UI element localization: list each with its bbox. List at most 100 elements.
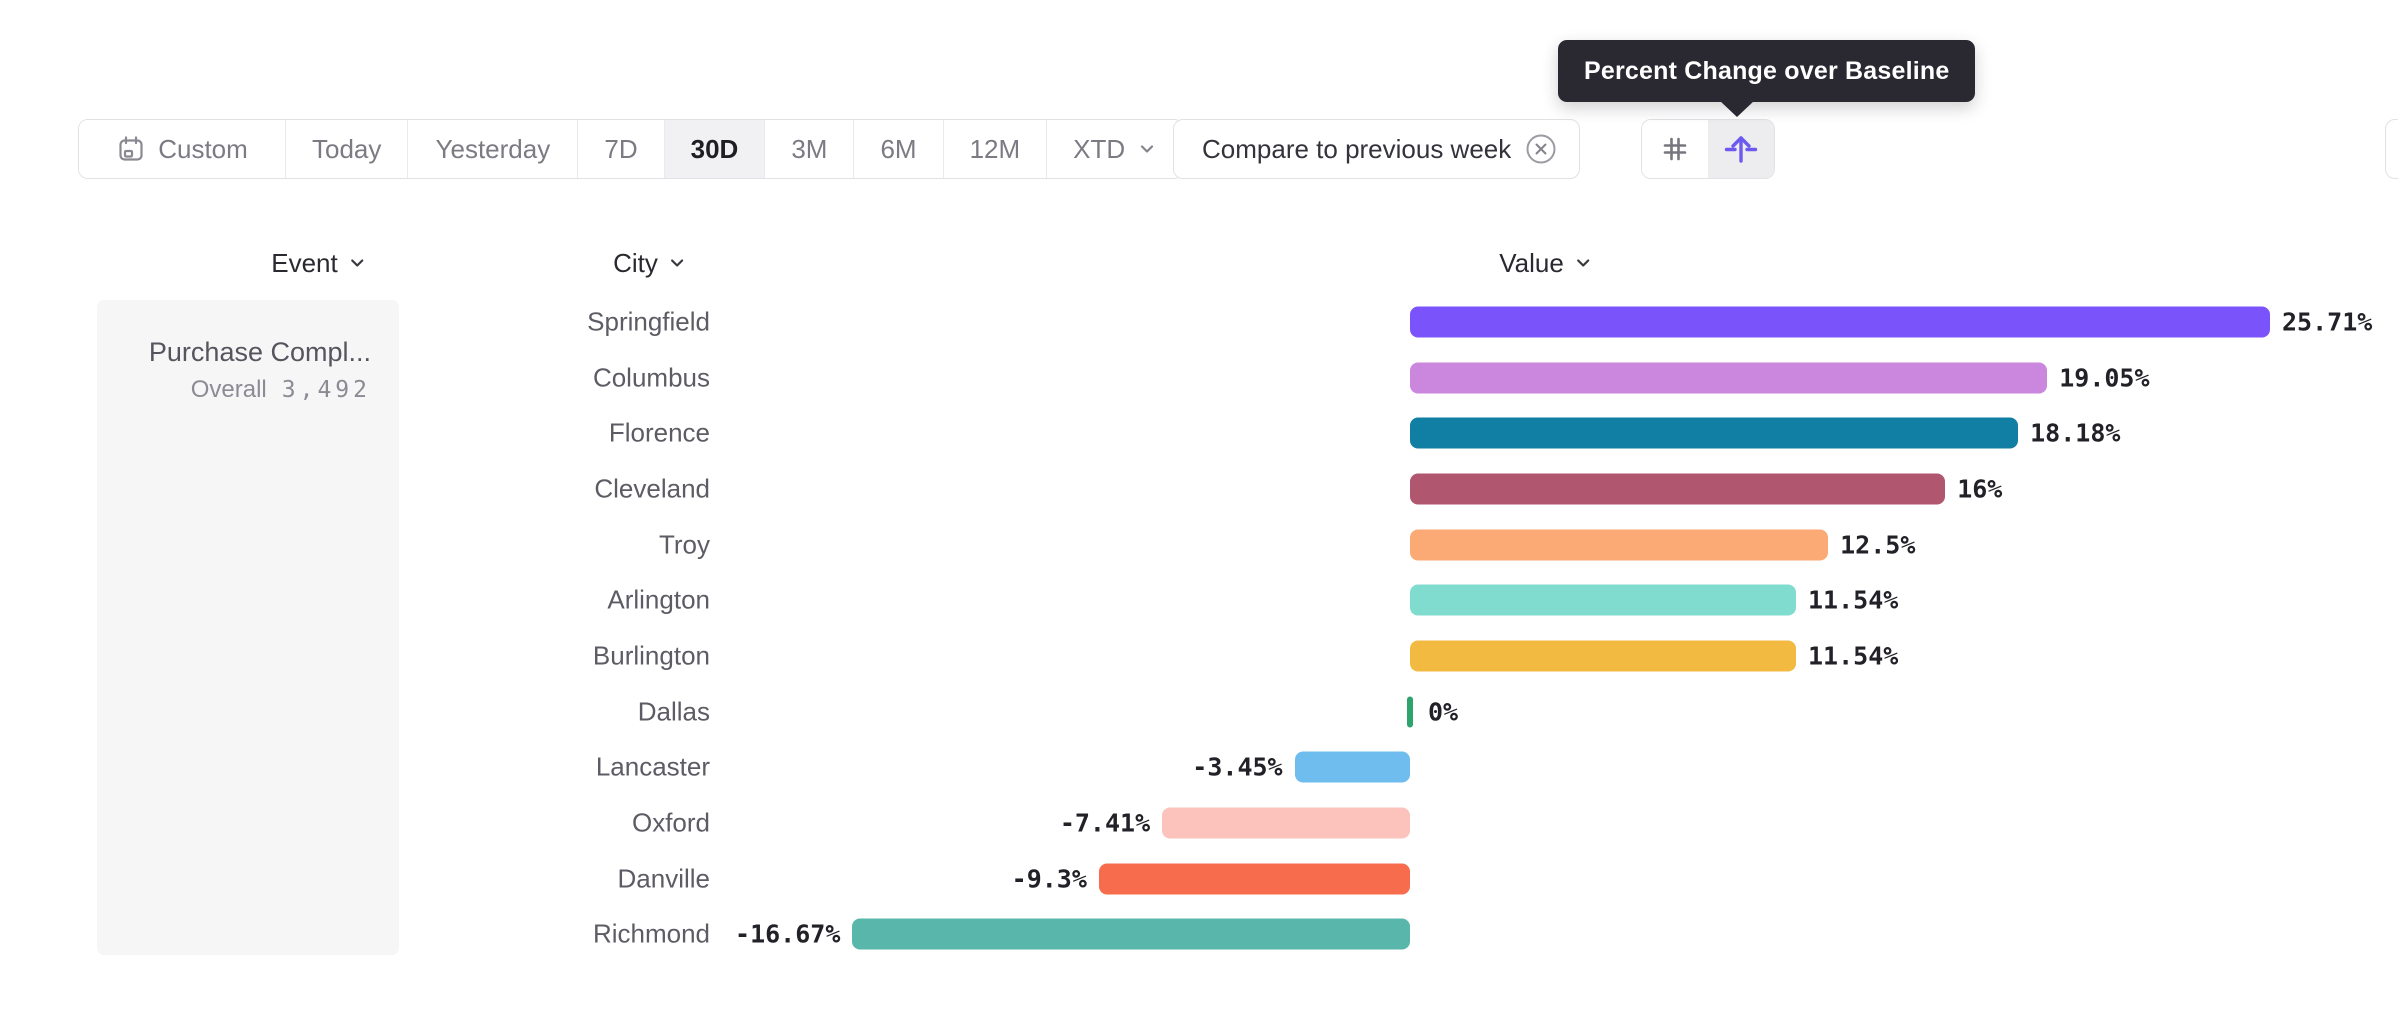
city-label: Columbus bbox=[592, 362, 710, 393]
date-range-30d[interactable]: 30D bbox=[664, 120, 766, 178]
city-label: Dallas bbox=[637, 696, 710, 727]
value-label: -9.3% bbox=[1011, 864, 1087, 894]
bar-zone: -9.3% bbox=[710, 851, 2398, 907]
date-range-xtd[interactable]: XTD bbox=[1047, 120, 1184, 178]
bar-zone: -7.41% bbox=[710, 795, 2398, 851]
bar-zone: 18.18% bbox=[710, 405, 2398, 461]
date-range-label: Today bbox=[312, 133, 382, 164]
value-label: 11.54% bbox=[1808, 641, 1899, 671]
value-label: -7.41% bbox=[1059, 808, 1151, 838]
date-range-label: 7D bbox=[604, 133, 638, 164]
city-label: Richmond bbox=[592, 918, 710, 949]
city-label: Arlington bbox=[607, 584, 710, 615]
value-bar[interactable] bbox=[1410, 362, 2048, 394]
value-label: 19.05% bbox=[2059, 363, 2150, 393]
bar-zone: 11.54% bbox=[710, 572, 2398, 628]
chart-row: Cleveland 16% bbox=[0, 461, 2398, 517]
close-circle-icon[interactable] bbox=[1525, 133, 1557, 165]
value-bar[interactable] bbox=[1294, 751, 1410, 783]
value-label: 12.5% bbox=[1840, 530, 1916, 560]
bar-zone: 11.54% bbox=[710, 628, 2398, 684]
value-header-label: Value bbox=[1499, 247, 1564, 278]
bar-zone: 16% bbox=[710, 461, 2398, 517]
city-label: Florence bbox=[608, 417, 710, 448]
chart-row: Lancaster -3.45% bbox=[0, 740, 2398, 796]
event-breakdown-value: 3,492 bbox=[281, 377, 371, 403]
chart-row: Arlington 11.54% bbox=[0, 572, 2398, 628]
chart-row: Dallas 0% bbox=[0, 684, 2398, 740]
event-header-label: Event bbox=[271, 247, 338, 278]
date-range-label: XTD bbox=[1073, 133, 1126, 164]
value-bar[interactable] bbox=[1410, 640, 1796, 672]
date-range-toolbar: Custom Today Yesterday 7D 30D 3M 6M 12M XTD bbox=[78, 119, 1185, 179]
city-label: Burlington bbox=[592, 640, 710, 671]
absolute-values-button[interactable] bbox=[1642, 120, 1708, 178]
date-range-3m[interactable]: 3M bbox=[765, 120, 855, 178]
city-label: Lancaster bbox=[595, 751, 710, 782]
city-header-label: City bbox=[613, 247, 658, 278]
value-label: 0% bbox=[1428, 697, 1459, 727]
date-range-custom[interactable]: Custom bbox=[79, 120, 286, 178]
column-header-event[interactable]: Event bbox=[271, 246, 367, 280]
compare-chip[interactable]: Compare to previous week bbox=[1173, 119, 1581, 179]
date-range-label: Custom bbox=[158, 133, 248, 164]
event-name: Purchase Compl... bbox=[148, 337, 371, 367]
value-label: 16% bbox=[1957, 474, 2003, 504]
chevron-down-icon bbox=[1573, 253, 1593, 273]
view-toggle bbox=[1641, 119, 1775, 179]
column-header-city[interactable]: City bbox=[613, 246, 687, 280]
date-range-label: Yesterday bbox=[435, 133, 551, 164]
value-label: -16.67% bbox=[735, 919, 841, 949]
value-bar[interactable] bbox=[1407, 696, 1413, 728]
value-bar[interactable] bbox=[1410, 529, 1829, 561]
tooltip-text: Percent Change over Baseline bbox=[1584, 56, 1950, 85]
chart-row: Florence 18.18% bbox=[0, 405, 2398, 461]
city-label: Oxford bbox=[631, 807, 710, 838]
value-bar[interactable] bbox=[1098, 863, 1410, 895]
chart-row: Springfield 25.71% bbox=[0, 294, 2398, 350]
value-bar[interactable] bbox=[1410, 417, 2019, 449]
date-range-today[interactable]: Today bbox=[286, 120, 409, 178]
chart-row: Columbus 19.05% bbox=[0, 350, 2398, 406]
value-label: 11.54% bbox=[1808, 585, 1899, 615]
column-header-value[interactable]: Value bbox=[1499, 246, 1593, 280]
event-breakdown-label: Overall bbox=[190, 376, 267, 403]
event-card[interactable]: Purchase Compl... Overall 3,492 bbox=[97, 300, 399, 955]
chevron-down-icon bbox=[1137, 139, 1157, 159]
bar-zone: 12.5% bbox=[710, 517, 2398, 573]
chart-row: Oxford -7.41% bbox=[0, 795, 2398, 851]
bar-zone: 0% bbox=[710, 684, 2398, 740]
value-bar[interactable] bbox=[1410, 473, 1946, 505]
city-label: Springfield bbox=[587, 306, 710, 337]
value-label: -3.45% bbox=[1192, 752, 1283, 782]
chevron-down-icon bbox=[667, 253, 687, 273]
date-range-6m[interactable]: 6M bbox=[854, 120, 944, 178]
calendar-icon bbox=[116, 134, 146, 164]
date-range-label: 30D bbox=[690, 133, 739, 164]
chart-row: Danville -9.3% bbox=[0, 851, 2398, 907]
city-label: Troy bbox=[658, 529, 710, 560]
percent-change-button[interactable] bbox=[1708, 120, 1774, 178]
hash-icon bbox=[1659, 133, 1691, 165]
bar-zone: -16.67% bbox=[710, 907, 2398, 963]
edge-partial-button[interactable] bbox=[2385, 119, 2398, 179]
tooltip-caret bbox=[1719, 100, 1755, 117]
date-range-yesterday[interactable]: Yesterday bbox=[408, 120, 579, 178]
date-range-label: 3M bbox=[791, 133, 828, 164]
value-bar[interactable] bbox=[852, 918, 1410, 950]
value-bar[interactable] bbox=[1410, 306, 2270, 338]
date-range-12m[interactable]: 12M bbox=[943, 120, 1048, 178]
chart-row: Richmond -16.67% bbox=[0, 907, 2398, 963]
city-label: Danville bbox=[617, 863, 711, 894]
chevron-down-icon bbox=[347, 253, 367, 273]
bar-zone: 25.71% bbox=[710, 294, 2398, 350]
bar-zone: 19.05% bbox=[710, 350, 2398, 406]
value-bar[interactable] bbox=[1410, 584, 1796, 616]
value-label: 25.71% bbox=[2281, 307, 2373, 337]
date-range-7d[interactable]: 7D bbox=[578, 120, 665, 178]
city-label: Cleveland bbox=[594, 473, 710, 504]
tooltip: Percent Change over Baseline bbox=[1558, 40, 1976, 102]
value-bar[interactable] bbox=[1162, 807, 1410, 839]
bar-zone: -3.45% bbox=[710, 740, 2398, 796]
